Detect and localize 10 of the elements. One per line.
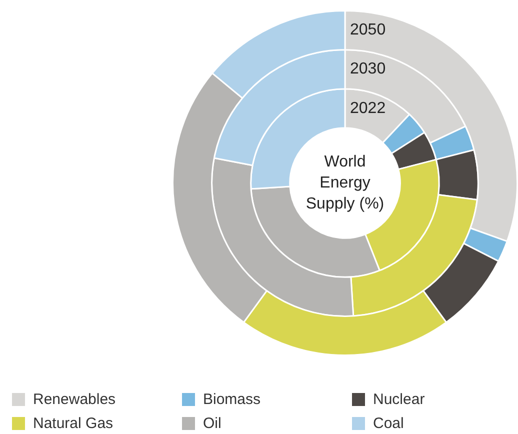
legend-label: Oil <box>203 414 222 432</box>
legend-label: Biomass <box>203 390 261 408</box>
legend-label: Nuclear <box>373 390 425 408</box>
legend-label: Natural Gas <box>33 414 114 432</box>
legend-label: Renewables <box>33 390 116 408</box>
slice-label: 2022 <box>350 100 386 117</box>
text: World Energy Supply (%) <box>306 153 384 212</box>
legend-label: Coal <box>373 414 404 432</box>
slice-label: 2030 <box>350 60 386 78</box>
slice-label: 2050 <box>350 22 386 39</box>
